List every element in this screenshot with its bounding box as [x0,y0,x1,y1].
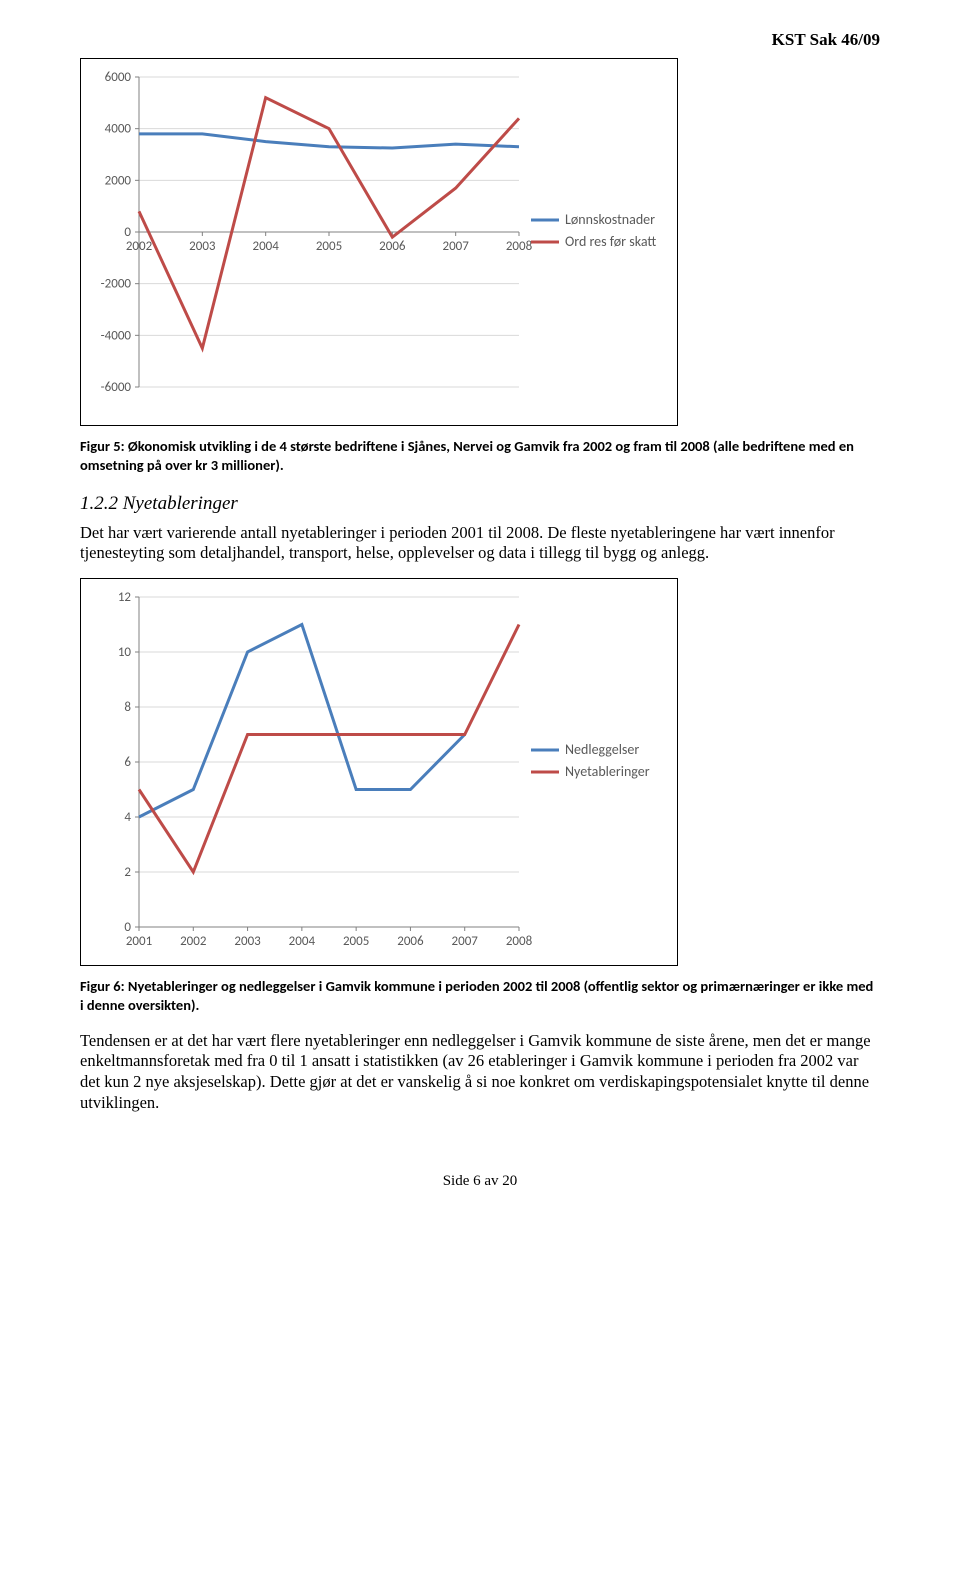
svg-text:2007: 2007 [442,239,469,254]
chart-5-container: -6000-4000-20000200040006000200220032004… [80,58,678,426]
svg-text:4: 4 [124,810,131,825]
svg-text:2008: 2008 [506,239,533,254]
svg-text:2001: 2001 [126,934,152,949]
svg-text:Lønnskostnader: Lønnskostnader [565,211,655,228]
svg-text:-2000: -2000 [101,277,132,292]
svg-text:Nedleggelser: Nedleggelser [565,741,639,758]
paragraph-2: Tendensen er at det har vært flere nyeta… [80,1031,880,1114]
svg-text:6: 6 [124,755,131,770]
page-footer: Side 6 av 20 [80,1173,880,1190]
section-heading-nyetableringer: 1.2.2 Nyetableringer [80,493,880,515]
svg-text:0: 0 [124,920,131,935]
svg-text:2006: 2006 [397,934,424,949]
svg-text:12: 12 [118,590,132,605]
svg-text:2: 2 [124,865,131,880]
svg-text:Nyetableringer: Nyetableringer [565,763,650,780]
svg-text:Ord res før skatt: Ord res før skatt [565,233,656,250]
svg-text:2005: 2005 [343,934,369,949]
svg-text:2007: 2007 [452,934,479,949]
svg-text:2003: 2003 [189,239,216,254]
svg-text:-6000: -6000 [101,380,132,395]
svg-text:2004: 2004 [252,239,279,254]
svg-text:2005: 2005 [316,239,342,254]
chart-6: 0 2 4 6 8 10 12 2001 2002 2003 2004 2005 2006 2007 200… [89,587,669,957]
document-reference: KST Sak 46/09 [80,30,880,50]
paragraph-1: Det har vært varierende antall nyetabler… [80,523,880,564]
svg-text:-4000: -4000 [101,328,132,343]
chart-6-container: 0 2 4 6 8 10 12 2001 2002 2003 2004 2005 2006 2007 200… [80,578,678,966]
chart-5: -6000-4000-20000200040006000200220032004… [89,67,669,417]
svg-text:0: 0 [124,225,131,240]
svg-text:10: 10 [118,645,132,660]
svg-text:2004: 2004 [289,934,316,949]
svg-text:2008: 2008 [506,934,533,949]
svg-text:6000: 6000 [105,70,132,85]
svg-text:2002: 2002 [180,934,207,949]
figure-6-caption: Figur 6: Nyetableringer og nedleggelser … [80,977,880,1015]
svg-text:8: 8 [124,700,131,715]
svg-text:2000: 2000 [105,173,132,188]
figure-5-caption: Figur 5: Økonomisk utvikling i de 4 stør… [80,437,880,475]
svg-text:2006: 2006 [379,239,406,254]
svg-text:4000: 4000 [105,122,132,137]
svg-text:2003: 2003 [234,934,261,949]
